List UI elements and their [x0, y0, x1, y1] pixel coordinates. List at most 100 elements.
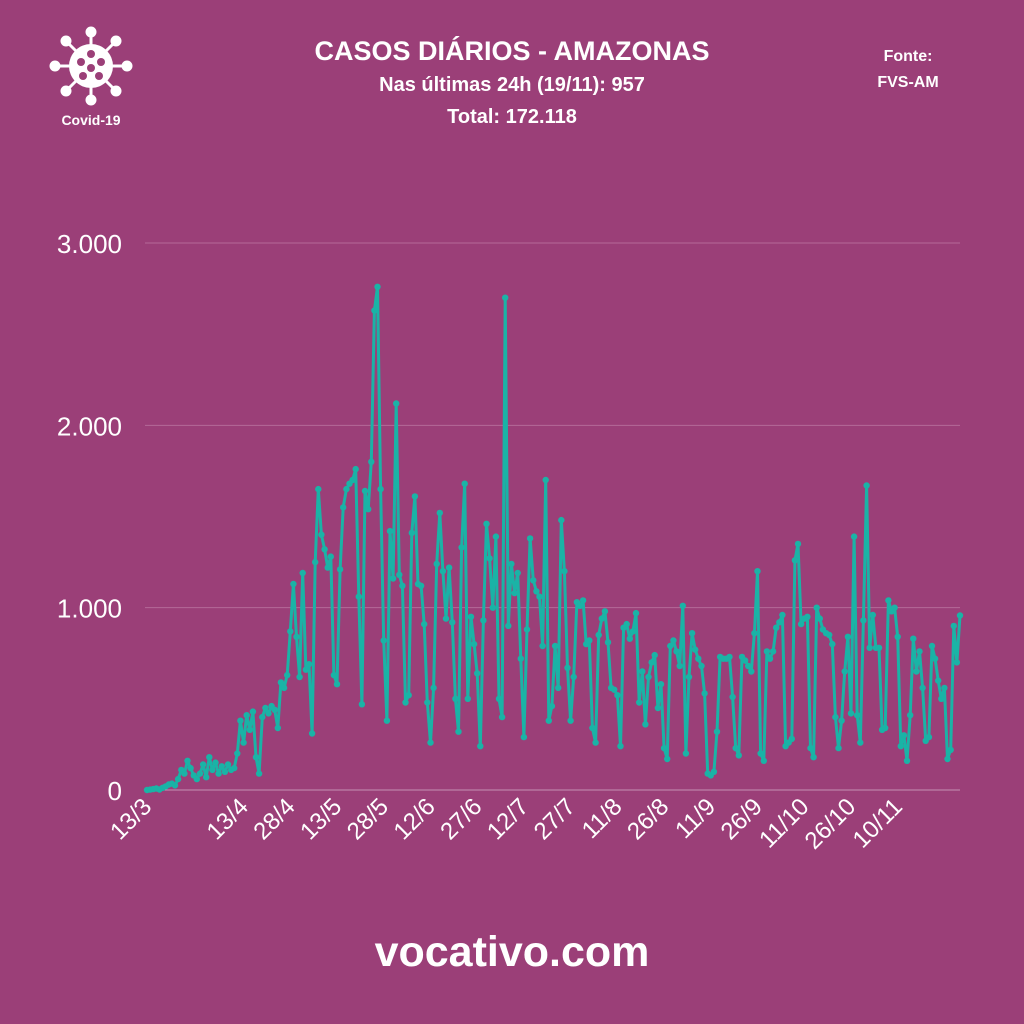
series-daily-cases [143, 283, 964, 794]
total-cases: Total: 172.118 [447, 106, 577, 128]
data-point [713, 728, 721, 735]
data-point [458, 544, 465, 551]
data-point [352, 465, 359, 473]
data-point [498, 713, 506, 721]
data-point [913, 668, 920, 675]
x-tick-label: 12/7 [482, 793, 534, 845]
data-point [953, 659, 961, 666]
data-point [701, 690, 708, 697]
data-point [885, 597, 892, 604]
data-point [480, 617, 487, 624]
x-tick-label: 26/10 [800, 793, 862, 855]
data-point [601, 608, 609, 615]
data-point [246, 726, 253, 733]
data-point [629, 628, 637, 635]
data-point [545, 717, 552, 724]
logo-label: Covid-19 [61, 112, 121, 128]
data-point [203, 774, 210, 781]
x-axis-labels: 13/3 13/428/413/528/512/627/612/727/711/8… [105, 793, 908, 855]
data-point [408, 529, 415, 537]
data-point [748, 668, 755, 675]
data-point [692, 646, 699, 653]
data-point [218, 763, 225, 770]
source-label: Fonte: [883, 48, 933, 65]
data-point [900, 732, 908, 739]
data-point [604, 639, 612, 646]
data-point [526, 535, 534, 542]
chart-header: CASOS DIÁRIOS - AMAZONAS Nas últimas 24h… [212, 34, 812, 132]
data-point [679, 602, 686, 609]
data-point [944, 755, 951, 763]
data-point [766, 655, 774, 662]
data-point [505, 622, 512, 630]
data-point [891, 604, 898, 611]
data-point [910, 635, 917, 642]
data-point [551, 642, 559, 650]
data-point [832, 713, 839, 721]
data-point [685, 673, 693, 681]
data-point [751, 630, 758, 637]
gridlines [145, 242, 960, 791]
data-point [495, 695, 503, 702]
x-tick-label: 26/8 [622, 793, 674, 845]
data-point [660, 744, 668, 752]
last-24h-cases: Nas últimas 24h (19/11): 957 [379, 74, 645, 96]
data-point [835, 744, 842, 752]
data-point [439, 568, 447, 575]
data-point [449, 619, 456, 626]
data-point [804, 613, 811, 620]
x-tick-label: 28/4 [248, 793, 300, 845]
data-point [773, 624, 780, 631]
data-point [645, 673, 652, 681]
data-point [358, 701, 366, 708]
data-point [919, 684, 926, 692]
x-tick-label: 11/10 [754, 793, 814, 853]
data-point [847, 710, 855, 717]
data-point [318, 531, 325, 538]
chart-title: CASOS DIÁRIOS - AMAZONAS [314, 36, 710, 66]
data-point [181, 770, 188, 777]
data-point [280, 684, 288, 692]
data-point [330, 671, 338, 679]
data-point [405, 692, 412, 699]
x-tick-label: 13/5 [295, 793, 347, 845]
data-point [271, 706, 278, 713]
data-point [411, 493, 419, 500]
source-name: FVS-AM [877, 74, 939, 91]
data-point [791, 557, 799, 564]
data-point [274, 724, 281, 732]
x-tick-label: 28/5 [342, 793, 394, 845]
data-point [925, 733, 933, 741]
data-point [470, 640, 478, 648]
data-point [860, 617, 867, 624]
data-point [558, 516, 565, 524]
data-point [654, 704, 662, 712]
data-point [794, 540, 802, 548]
data-point [536, 593, 543, 600]
data-point [308, 730, 316, 737]
data-point [517, 655, 524, 662]
data-point [797, 620, 805, 628]
footer-site: vocativo.com [374, 928, 650, 976]
data-point [935, 677, 942, 684]
data-point [667, 642, 674, 650]
data-point [467, 613, 475, 620]
data-point [187, 764, 194, 772]
data-point [564, 664, 571, 671]
data-point [757, 750, 764, 757]
data-point [542, 476, 549, 484]
data-point [838, 717, 845, 724]
x-tick-label: 11/9 [670, 793, 721, 844]
data-point [215, 770, 222, 777]
data-point [296, 673, 303, 681]
data-point [729, 693, 736, 701]
data-point [508, 560, 515, 568]
data-point [769, 648, 777, 655]
data-point [199, 761, 207, 768]
data-point [237, 717, 244, 724]
data-point [664, 755, 671, 763]
data-point [576, 602, 584, 609]
data-point [676, 662, 683, 670]
data-point [614, 692, 621, 699]
data-point [231, 764, 238, 772]
